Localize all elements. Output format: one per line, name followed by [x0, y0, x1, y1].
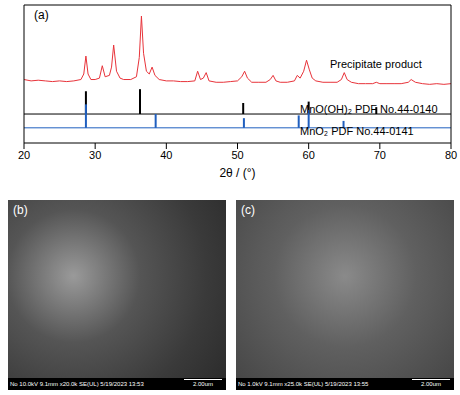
html-text:(c): (c) [241, 203, 255, 217]
svg-text:70: 70 [374, 149, 386, 161]
svg-text:30: 30 [89, 149, 101, 161]
html-text:(b): (b) [13, 203, 28, 217]
html-text:MnO(OH)₂ PDF No.44-0140: MnO(OH)₂ PDF No.44-0140 [300, 103, 438, 115]
html-text:No 10.0kV 9.1mm x20.0k SE(UL): No 10.0kV 9.1mm x20.0k SE(UL) 5/19/2023 … [10, 381, 144, 387]
svg-text:2θ / (°): 2θ / (°) [219, 166, 255, 180]
html-text:No 1.0kV 9.1mm x25.0k SE(UL) 5: No 1.0kV 9.1mm x25.0k SE(UL) 5/19/2023 1… [238, 381, 369, 387]
html-text:Precipitate product: Precipitate product [330, 58, 422, 70]
html-text:2.00um: 2.00um [193, 381, 213, 387]
html-text:(a): (a) [34, 8, 49, 22]
html-text:MnO₂ PDF No.44-0141: MnO₂ PDF No.44-0141 [300, 125, 414, 137]
svg-text:40: 40 [160, 149, 172, 161]
svg-text:50: 50 [231, 149, 243, 161]
html-text:2.00um: 2.00um [421, 381, 441, 387]
svg-text:20: 20 [18, 149, 30, 161]
svg-text:60: 60 [303, 149, 315, 161]
svg-text:80: 80 [445, 149, 457, 161]
